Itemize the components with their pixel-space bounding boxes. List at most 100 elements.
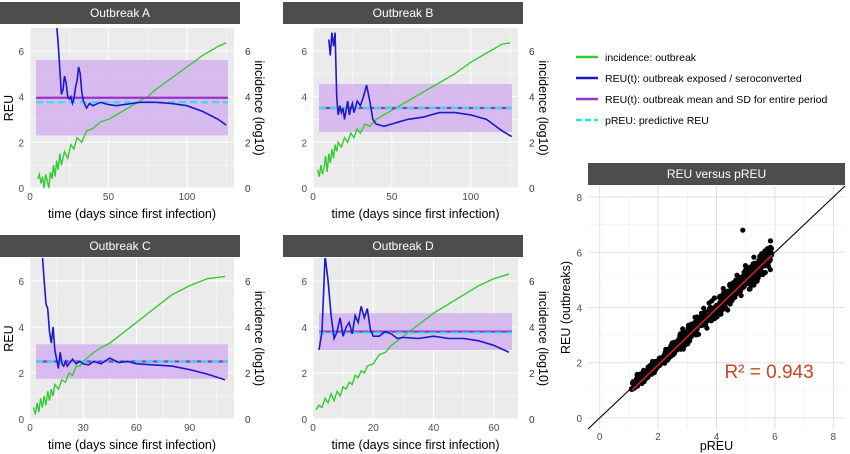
scatter-point <box>729 294 735 300</box>
scatter-point <box>656 355 662 361</box>
scatter-point <box>751 254 757 260</box>
y-tick-label: 2 <box>18 138 24 149</box>
x-tick-label: 100 <box>462 192 479 203</box>
y-tick-label: 4 <box>301 93 307 104</box>
scatter-point <box>750 261 756 267</box>
y2-tick-label: 6 <box>245 277 251 288</box>
y2-tick-label: 0 <box>529 415 535 426</box>
y2-tick-label: 4 <box>245 323 251 334</box>
y2-tick-label: 4 <box>245 93 251 104</box>
scatter-point <box>677 331 684 337</box>
scatter-point <box>707 306 713 313</box>
legend-label-1: incidence: outbreak <box>605 52 697 64</box>
x-axis-title: time (days since first infection) <box>331 207 499 221</box>
r-squared-label: R² = 0.943 <box>724 362 813 383</box>
x-tick-label: 40 <box>428 423 440 434</box>
scatter-point <box>721 289 727 295</box>
scatter-point <box>761 252 767 258</box>
scatter-point <box>765 251 771 258</box>
panel-title: REU versus pREU <box>667 167 766 181</box>
scatter-point <box>738 292 744 299</box>
y-tick-label: 6 <box>18 277 24 288</box>
scatter-point <box>767 238 774 244</box>
y-tick-label: 2 <box>301 369 307 380</box>
scatter-point <box>719 302 725 308</box>
scatter-point <box>749 277 756 283</box>
y-tick-label: 4 <box>576 304 582 315</box>
y2-tick-label: 4 <box>529 323 535 334</box>
legend-label-3: REU(t): outbreak mean and SD for entire … <box>605 94 828 106</box>
scatter-point <box>628 385 635 392</box>
y-tick-label: 6 <box>576 248 582 259</box>
y-tick-label: 2 <box>576 359 582 370</box>
scatter-point <box>702 309 708 315</box>
x-tick-label: 2 <box>655 432 661 443</box>
scatter-point <box>760 271 766 278</box>
y-tick-label: 0 <box>301 415 307 426</box>
panel-title: Outbreak C <box>89 239 151 253</box>
y-tick-label: 0 <box>576 414 582 425</box>
x-tick-label: 0 <box>597 432 603 443</box>
panel-strip <box>588 163 845 185</box>
scatter-point <box>662 360 668 366</box>
legend-label-2: REU(t): outbreak exposed / seroconverted <box>605 73 802 85</box>
x-tick-label: 0 <box>310 423 316 434</box>
scatter-point <box>727 282 733 289</box>
y2-tick-label: 0 <box>245 184 251 195</box>
y-axis-title: REU (outbreaks) <box>559 261 573 354</box>
y2-axis-title: incidence (log10) <box>252 291 266 386</box>
y2-tick-label: 6 <box>529 47 535 58</box>
panel-strip <box>0 2 240 24</box>
scatter-point <box>711 295 718 301</box>
scatter-point <box>737 288 744 294</box>
y2-tick-label: 0 <box>529 184 535 195</box>
x-tick-label: 0 <box>27 192 33 203</box>
y-tick-label: 4 <box>18 93 24 104</box>
y2-tick-label: 2 <box>529 369 535 380</box>
y2-axis-title: incidence (log10) <box>252 60 266 155</box>
x-axis-title: time (days since first infection) <box>48 438 216 452</box>
scatter-point <box>740 227 746 233</box>
scatter-point <box>706 300 712 306</box>
scatter-point <box>733 277 739 283</box>
y-tick-label: 2 <box>18 369 24 380</box>
scatter-point <box>742 263 749 269</box>
x-tick-label: 6 <box>772 432 778 443</box>
scatter-panel: REU versus pREU R² = 0.943 0 2 4 6 8 0 2 4 6 8 pREU R… <box>559 163 846 453</box>
x-tick-label: 20 <box>368 423 380 434</box>
legend-label-4: pREU: predictive REU <box>605 115 709 127</box>
y-tick-label: 6 <box>301 47 307 58</box>
incidence-line <box>32 275 226 415</box>
y2-tick-label: 2 <box>245 138 251 149</box>
y-tick-label: 6 <box>301 277 307 288</box>
scatter-point <box>766 263 772 269</box>
y2-tick-label: 4 <box>529 93 535 104</box>
incidence-line <box>315 273 510 411</box>
x-axis-title: time (days since first infection) <box>48 207 216 221</box>
scatter-point <box>670 352 676 358</box>
y2-tick-label: 2 <box>245 369 251 380</box>
scatter-point <box>768 245 775 252</box>
x-tick-label: 8 <box>831 432 837 443</box>
y2-axis-title: incidence (log10) <box>536 291 550 386</box>
y-tick-label: 0 <box>18 184 24 195</box>
fit-line <box>631 254 773 391</box>
scatter-point <box>684 329 690 335</box>
y2-tick-label: 6 <box>529 277 535 288</box>
x-tick-label: 0 <box>310 192 316 203</box>
panel-strip <box>283 235 523 257</box>
scatter-point <box>663 346 669 352</box>
x-tick-label: 30 <box>78 423 90 434</box>
panel-strip <box>0 235 240 257</box>
y2-tick-label: 0 <box>245 415 251 426</box>
y2-tick-label: 2 <box>529 138 535 149</box>
scatter-point <box>680 346 686 352</box>
scatter-point <box>634 371 640 377</box>
scatter-point <box>639 373 645 379</box>
y-tick-label: 0 <box>301 184 307 195</box>
x-tick-label: 50 <box>386 192 398 203</box>
x-axis-title: pREU <box>700 439 733 453</box>
scatter-point <box>629 380 636 386</box>
scatter-point <box>708 318 715 324</box>
